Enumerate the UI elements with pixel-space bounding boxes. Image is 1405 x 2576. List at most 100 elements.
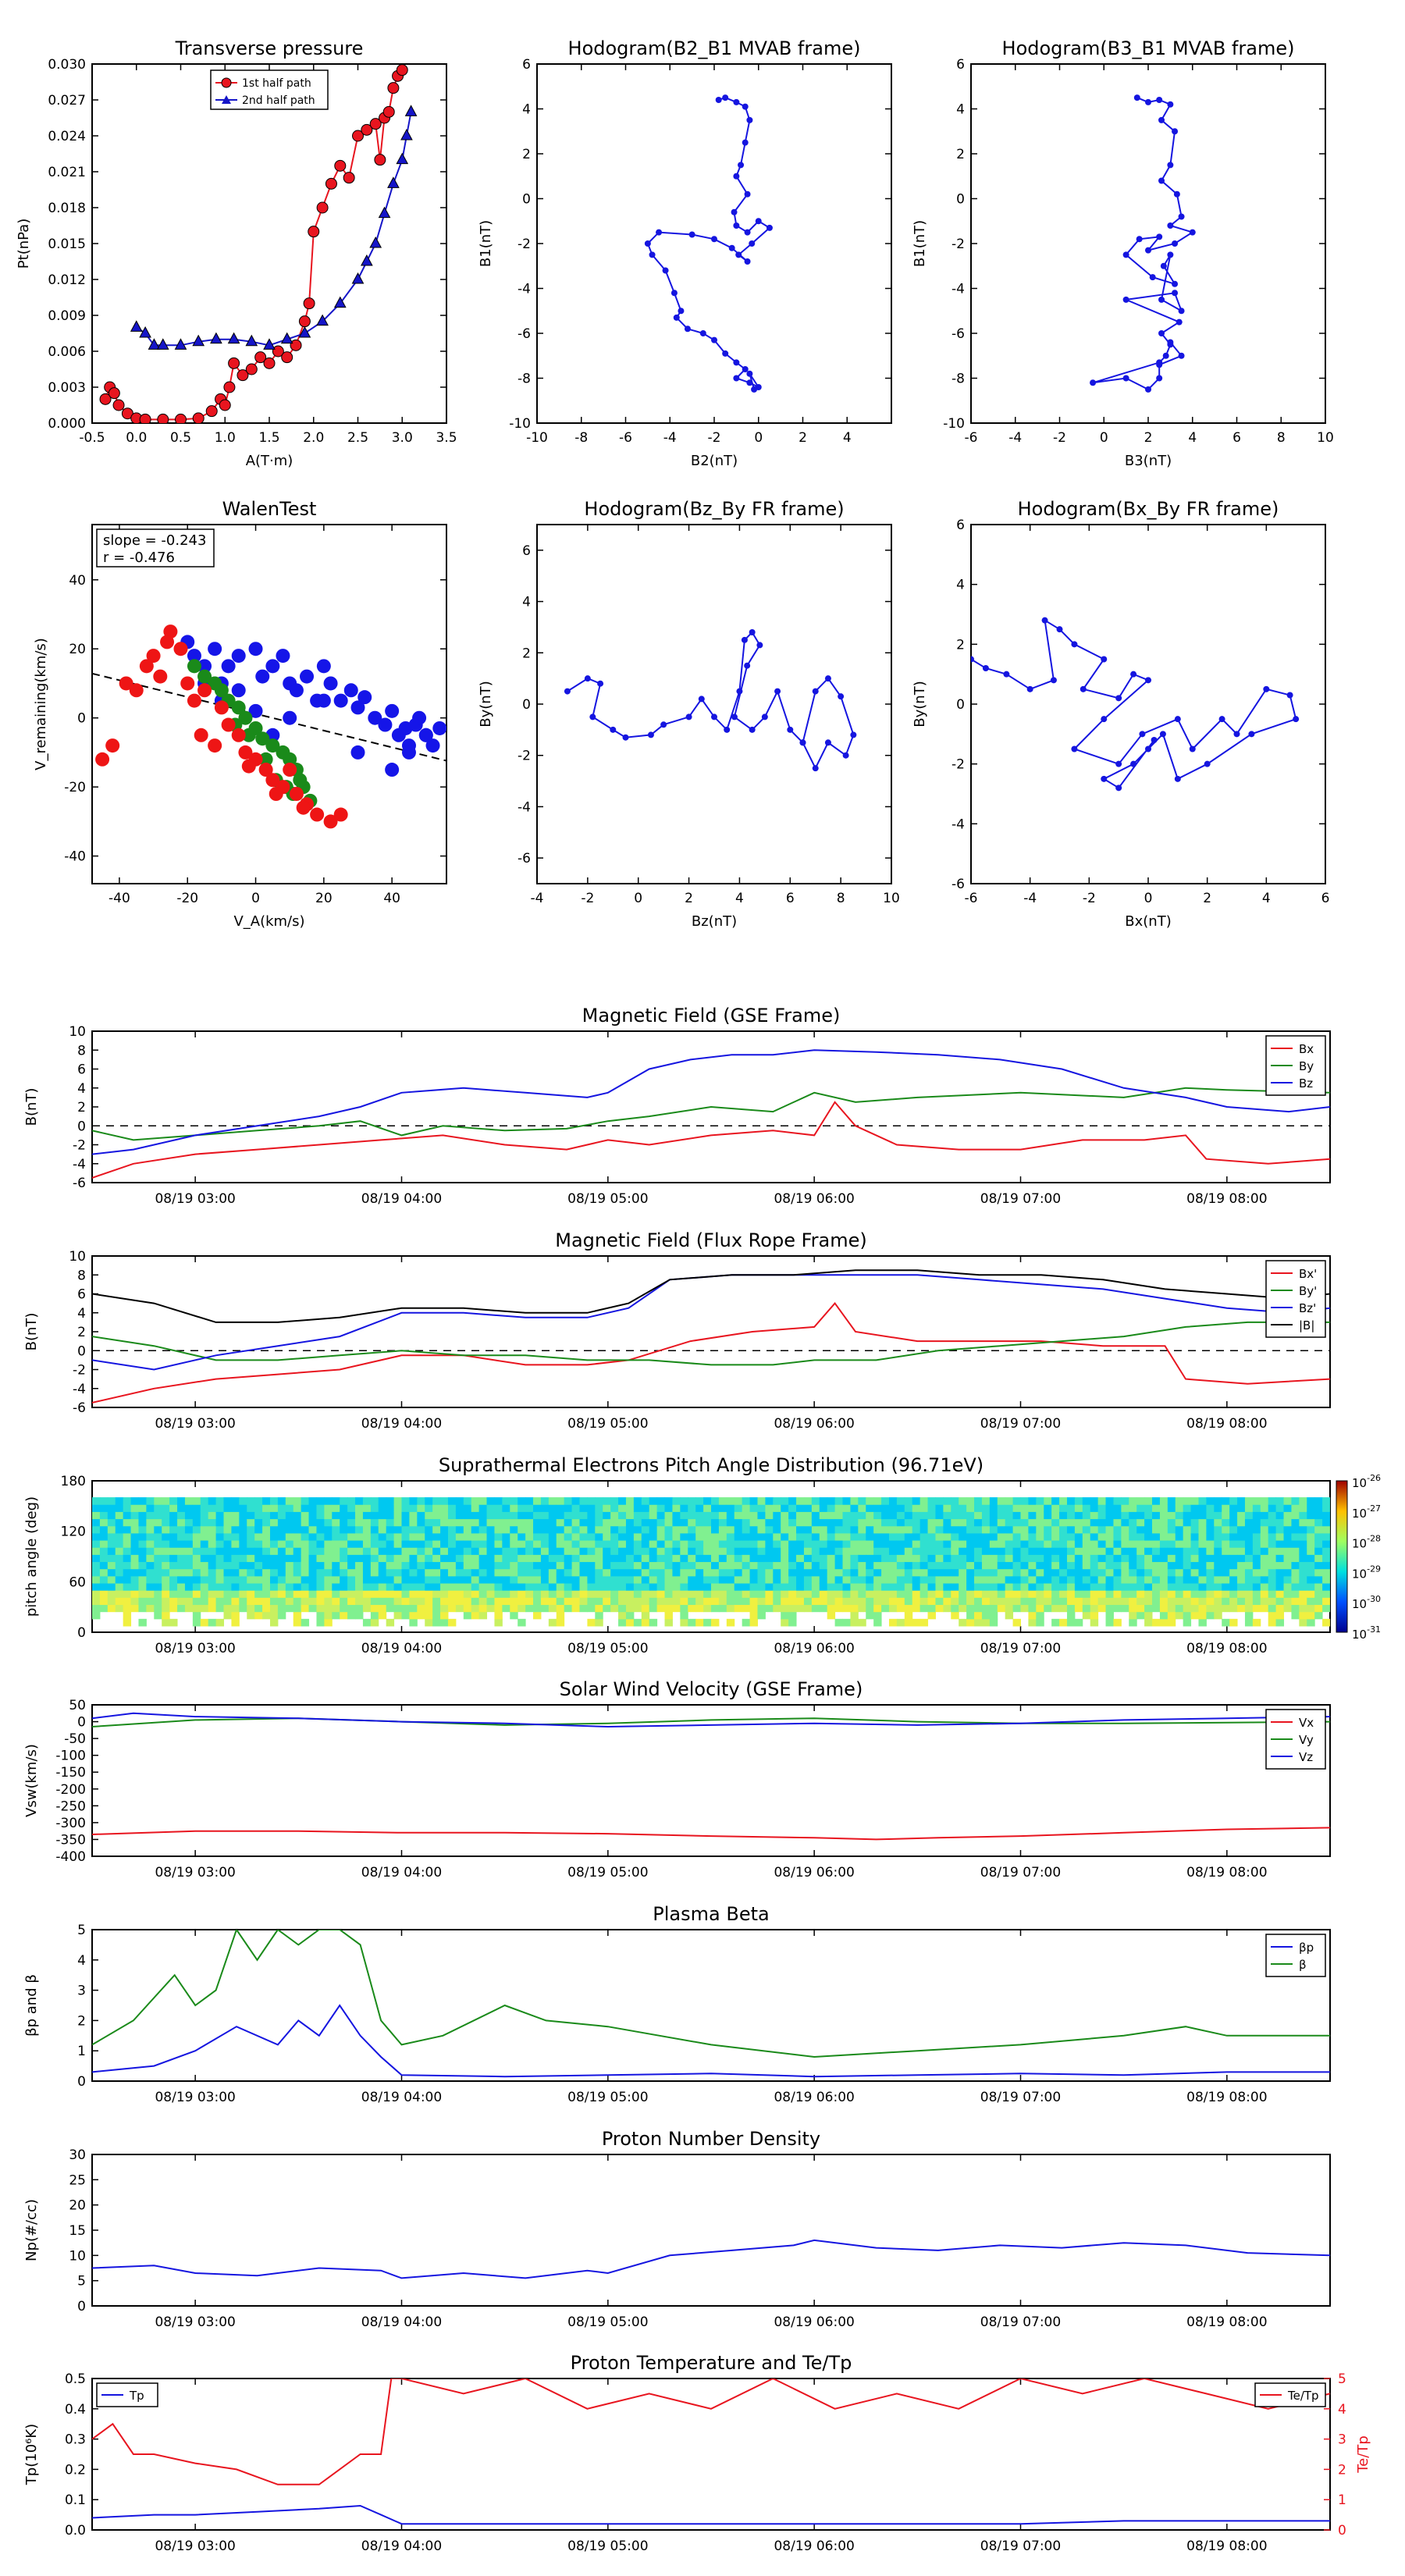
data-point: [1173, 190, 1180, 197]
heatmap-cell: [146, 1590, 155, 1598]
heatmap-cell: [1136, 1497, 1145, 1505]
heatmap-cell: [269, 1604, 279, 1613]
heatmap-cell: [571, 1590, 580, 1598]
heatmap-cell: [1159, 1525, 1168, 1534]
y-tick-label: 1: [77, 2044, 86, 2059]
heatmap-cell: [734, 1583, 743, 1591]
heatmap-cell: [749, 1590, 758, 1598]
heatmap-cell: [1237, 1597, 1246, 1606]
heatmap-cell: [742, 1540, 751, 1548]
chart-title: WalenTest: [222, 498, 317, 520]
heatmap-cell: [641, 1540, 650, 1548]
data-point: [749, 726, 756, 733]
heatmap-cell: [734, 1511, 743, 1520]
heatmap-cell: [1314, 1540, 1323, 1548]
heatmap-cell: [1198, 1497, 1207, 1505]
heatmap-cell: [1252, 1583, 1261, 1591]
heatmap-cell: [618, 1532, 627, 1541]
heatmap-cell: [494, 1561, 503, 1570]
heatmap-cell: [959, 1525, 967, 1534]
heatmap-cell: [386, 1618, 395, 1627]
heatmap-cell: [896, 1540, 905, 1548]
heatmap-cell: [308, 1561, 317, 1570]
heatmap-cell: [943, 1525, 951, 1534]
heatmap-cell: [447, 1518, 457, 1527]
heatmap-cell: [308, 1547, 317, 1555]
y-axis-label: Tp(10⁶K): [23, 2424, 40, 2485]
heatmap-cell: [858, 1525, 866, 1534]
heatmap-cell: [904, 1547, 913, 1555]
heatmap-cell: [285, 1583, 294, 1591]
heatmap-cell: [1229, 1511, 1238, 1520]
data-point: [385, 703, 400, 718]
heatmap-cell: [1322, 1547, 1330, 1555]
heatmap-cell: [1082, 1604, 1091, 1613]
series-bz-line: [92, 1049, 1330, 1155]
heatmap-cell: [455, 1525, 464, 1534]
heatmap-cell: [340, 1547, 348, 1555]
heatmap-cell: [981, 1590, 991, 1598]
heatmap-cell: [177, 1504, 186, 1512]
heatmap-cell: [881, 1597, 890, 1606]
heatmap-cell: [162, 1525, 170, 1534]
heatmap-cell: [518, 1618, 526, 1627]
heatmap-cell: [1307, 1504, 1315, 1512]
heatmap-cell: [866, 1590, 874, 1598]
heatmap-cell: [881, 1568, 890, 1577]
heatmap-cell: [471, 1525, 480, 1534]
heatmap-cell: [757, 1611, 766, 1620]
heatmap-cell: [765, 1561, 774, 1570]
heatmap-cell: [749, 1511, 758, 1520]
heatmap-cell: [115, 1590, 124, 1598]
heatmap-cell: [277, 1504, 286, 1512]
heatmap-cell: [1136, 1532, 1145, 1541]
heatmap-cell: [154, 1583, 162, 1591]
heatmap-cell: [308, 1554, 317, 1563]
heatmap-cell: [1206, 1604, 1215, 1613]
x-axis-label: B2(nT): [691, 453, 738, 469]
heatmap-cell: [850, 1504, 859, 1512]
heatmap-cell: [641, 1618, 650, 1627]
heatmap-cell: [1268, 1583, 1277, 1591]
heatmap-cell: [1074, 1568, 1083, 1577]
heatmap-cell: [471, 1547, 480, 1555]
heatmap-cell: [1090, 1525, 1099, 1534]
heatmap-cell: [1190, 1497, 1199, 1505]
heatmap-cell: [842, 1575, 851, 1584]
heatmap-cell: [455, 1497, 464, 1505]
heatmap-cell: [788, 1554, 797, 1563]
heatmap-cell: [231, 1554, 240, 1563]
heatmap-cell: [362, 1554, 372, 1563]
heatmap-cell: [1322, 1583, 1330, 1591]
heatmap-cell: [850, 1554, 859, 1563]
heatmap-cell: [463, 1611, 472, 1620]
heatmap-cell: [943, 1532, 951, 1541]
heatmap-cell: [177, 1547, 186, 1555]
heatmap-cell: [850, 1511, 859, 1520]
heatmap-cell: [1074, 1540, 1083, 1548]
heatmap-cell: [409, 1568, 418, 1577]
heatmap-cell: [951, 1561, 959, 1570]
data-point: [971, 656, 974, 663]
heatmap-cell: [525, 1540, 534, 1548]
heatmap-cell: [1082, 1525, 1091, 1534]
x-tick-label: 08/19 03:00: [155, 1865, 235, 1880]
heatmap-cell: [254, 1554, 263, 1563]
heatmap-cell: [734, 1590, 743, 1598]
heatmap-cell: [672, 1554, 681, 1563]
heatmap-cell: [981, 1504, 991, 1512]
heatmap-cell: [355, 1590, 364, 1598]
heatmap-cell: [1066, 1590, 1076, 1598]
heatmap-cell: [1322, 1511, 1330, 1520]
y-tick-label: 0.3: [65, 2432, 86, 2448]
data-point: [350, 700, 365, 715]
heatmap-cell: [680, 1568, 688, 1577]
heatmap-cell: [308, 1575, 317, 1584]
heatmap-cell: [1129, 1611, 1137, 1620]
heatmap-cell: [425, 1518, 433, 1527]
heatmap-cell: [417, 1540, 425, 1548]
heatmap-cell: [1159, 1561, 1168, 1570]
heatmap-cell: [1237, 1497, 1246, 1505]
heatmap-cell: [478, 1547, 488, 1555]
x-tick-label: -2: [1053, 430, 1066, 446]
